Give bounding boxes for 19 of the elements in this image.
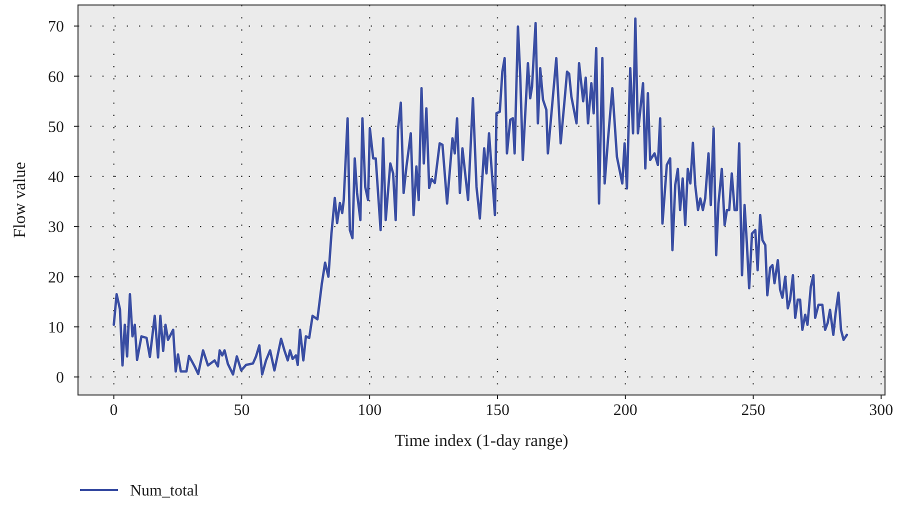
x-tick-label: 150: [485, 402, 510, 419]
x-tick-label: 300: [869, 402, 894, 419]
y-tick-label: 60: [48, 68, 64, 86]
y-tick-label: 20: [48, 269, 64, 286]
x-tick-label: 50: [234, 402, 250, 419]
y-tick-label: 50: [48, 118, 64, 136]
y-tick-label: 40: [48, 169, 64, 186]
y-tick-label: 10: [48, 319, 64, 336]
x-tick-label: 200: [613, 402, 638, 419]
legend-label: Num_total: [130, 482, 199, 500]
x-tick-label: 100: [358, 402, 382, 419]
x-axis-title: Time index (1-day range): [394, 431, 568, 450]
line-series: [112, 17, 848, 376]
y-tick-label: 30: [48, 219, 64, 236]
y-tick-label: 0: [56, 370, 64, 387]
y-axis-title: Flow value: [10, 162, 29, 238]
x-tick-label: 0: [110, 402, 118, 419]
y-tick-label: 70: [48, 18, 64, 36]
x-tick-label: 250: [741, 402, 766, 419]
